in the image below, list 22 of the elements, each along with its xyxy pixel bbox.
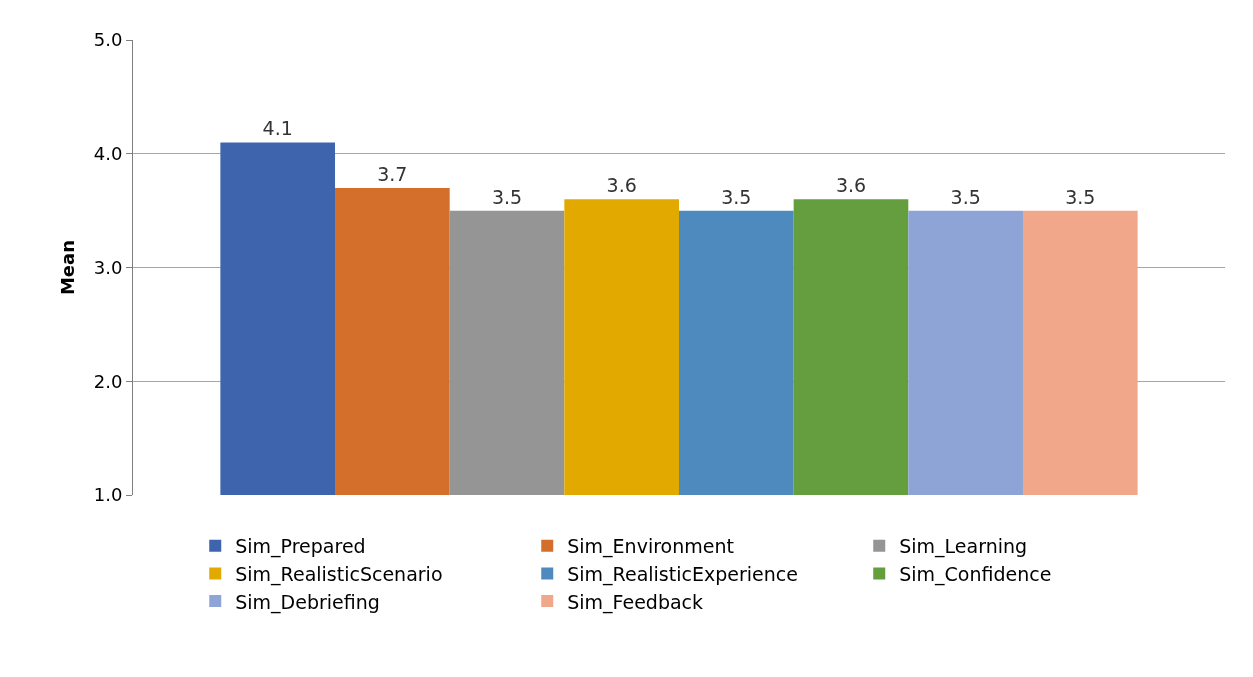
legend-label: Sim_RealisticScenario (235, 562, 443, 586)
data-label: 4.1 (262, 117, 293, 140)
legend-label: Sim_Learning (899, 535, 1028, 559)
legend-label: Sim_Environment (567, 535, 734, 559)
legend-label: Sim_Confidence (899, 562, 1052, 586)
legend-label: Sim_Feedback (567, 590, 704, 614)
data-label: 3.5 (950, 185, 981, 208)
y-tick-label: 2.0 (93, 370, 123, 392)
data-label: 3.5 (1065, 185, 1096, 208)
y-axis-title: Mean (56, 239, 78, 296)
y-tick-label: 3.0 (93, 256, 123, 278)
y-tick-label: 4.0 (93, 143, 123, 165)
data-label: 3.6 (835, 174, 867, 197)
data-label: 3.5 (491, 185, 523, 208)
legend-label: Sim_RealisticExperience (567, 562, 798, 586)
legend-label: Sim_Prepared (235, 535, 366, 559)
data-label: 3.7 (377, 162, 408, 185)
data-label: 3.6 (606, 174, 637, 197)
data-label: 3.5 (721, 185, 752, 208)
y-tick-label: 1.0 (93, 484, 123, 506)
legend-label: Sim_Debriefing (235, 590, 380, 614)
y-tick-label: 5.0 (93, 29, 123, 51)
